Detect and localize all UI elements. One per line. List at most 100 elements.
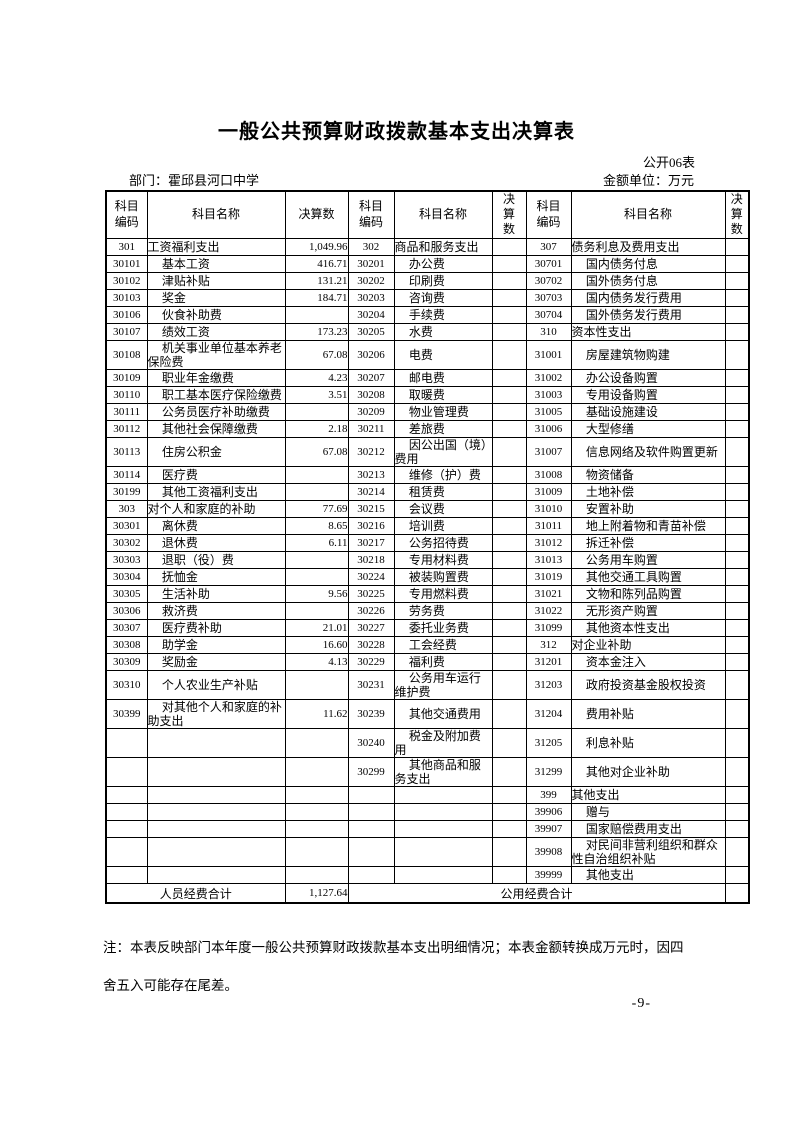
subject-code-cell: 31009: [525, 482, 572, 501]
table-row: 39906 赠与: [105, 802, 750, 821]
subject-code-cell: 31021: [525, 584, 572, 603]
amount-cell: [724, 819, 750, 838]
subject-name-cell: 抚恤金: [146, 567, 286, 586]
subject-name-cell: 奖励金: [146, 652, 286, 671]
subject-name-cell: [146, 785, 286, 804]
amount-cell: 21.01: [284, 618, 349, 637]
subject-name-cell: 取暖费: [393, 385, 493, 404]
subject-code-cell: [105, 866, 148, 885]
subject-name-cell: 培训费: [393, 516, 493, 535]
table-row: 30106 伙食补助费 30204 手续费 30704 国外债务发行费用: [105, 305, 750, 324]
subject-name-cell: 对个人和家庭的补助: [146, 499, 286, 518]
subject-code-cell: [347, 866, 395, 885]
subject-name-cell: 国内债务发行费用: [570, 288, 726, 307]
table-row: 39908 对民间非营利组织和群众性自治组织补贴: [105, 836, 750, 868]
subject-name-cell: 机关事业单位基本养老保险费: [146, 339, 286, 370]
subject-code-cell: 30701: [525, 254, 572, 273]
subject-code-cell: 31019: [525, 567, 572, 586]
subject-name-cell: 其他商品和服务支出: [393, 756, 493, 787]
subject-code-cell: 30102: [105, 271, 148, 290]
subject-code-cell: 30239: [347, 698, 395, 729]
amount-cell: 9.56: [284, 584, 349, 603]
subject-name-cell: 会议费: [393, 499, 493, 518]
subject-code-cell: 31022: [525, 601, 572, 620]
table-row: 30114 医疗费 30213 维修（护）费 31008 物资储备: [105, 465, 750, 484]
subject-name-cell: [393, 802, 493, 821]
table-row: 30112 其他社会保障缴费 2.18 30211 差旅费 31006 大型修缮: [105, 419, 750, 438]
subject-name-cell: 其他交通费用: [393, 698, 493, 729]
subject-code-cell: 30209: [347, 402, 395, 421]
subject-name-cell: 其他支出: [570, 785, 726, 804]
table-row: 30301 离休费 8.65 30216 培训费 31011 地上附着物和青苗补偿: [105, 516, 750, 535]
subject-code-cell: 31006: [525, 419, 572, 438]
subject-code-cell: [347, 785, 395, 804]
subject-code-cell: 30103: [105, 288, 148, 307]
subject-code-cell: 30302: [105, 533, 148, 552]
subject-code-cell: 30307: [105, 618, 148, 637]
amount-cell: [491, 499, 527, 518]
header-subject-name-2: 科目名称: [393, 190, 493, 239]
subject-name-cell: 劳务费: [393, 601, 493, 620]
amount-cell: 1,049.96: [284, 237, 349, 256]
note-line-2: 舍五入可能存在尾差。: [103, 978, 238, 993]
subject-code-cell: 30399: [105, 698, 148, 729]
subject-name-cell: [146, 836, 286, 868]
header-subject-code-1: 科目编码: [105, 190, 148, 239]
amount-cell: [284, 785, 349, 804]
subject-code-cell: [105, 802, 148, 821]
amount-cell: [491, 698, 527, 729]
public-total-label: 公用经费合计: [347, 883, 726, 904]
amount-cell: [724, 756, 750, 787]
table-row: 30110 职工基本医疗保险缴费 3.51 30208 取暖费 31003 专用设备购置: [105, 385, 750, 404]
subject-name-cell: 办公设备购置: [570, 368, 726, 387]
subject-code-cell: 30299: [347, 756, 395, 787]
amount-cell: 4.23: [284, 368, 349, 387]
header-subject-code-3: 科目编码: [525, 190, 572, 239]
subject-code-cell: 31003: [525, 385, 572, 404]
subject-code-cell: 30224: [347, 567, 395, 586]
amount-cell: [284, 567, 349, 586]
subject-name-cell: 个人农业生产补贴: [146, 669, 286, 700]
subject-name-cell: 专用设备购置: [570, 385, 726, 404]
header-final-amount-1: 决算数: [284, 190, 349, 239]
amount-cell: 173.23: [284, 322, 349, 341]
subject-code-cell: 30240: [347, 727, 395, 758]
subject-code-cell: 39907: [525, 819, 572, 838]
table-row: 30111 公务员医疗补助缴费 30209 物业管理费 31005 基础设施建设: [105, 402, 750, 421]
subject-code-cell: 30112: [105, 419, 148, 438]
amount-cell: [491, 756, 527, 787]
subject-name-cell: 其他社会保障缴费: [146, 419, 286, 438]
amount-cell: [284, 465, 349, 484]
subject-code-cell: 30106: [105, 305, 148, 324]
subject-name-cell: [146, 727, 286, 758]
amount-cell: 416.71: [284, 254, 349, 273]
subject-code-cell: 30228: [347, 635, 395, 654]
table-row: 303 对个人和家庭的补助 77.69 30215 会议费 31010 安置补助: [105, 499, 750, 518]
amount-cell: [724, 698, 750, 729]
department-label: 部门：霍邱县河口中学: [129, 173, 260, 188]
amount-cell: [491, 419, 527, 438]
amount-cell: 77.69: [284, 499, 349, 518]
subject-code-cell: 302: [347, 237, 395, 256]
amount-cell: [491, 368, 527, 387]
subject-code-cell: 30215: [347, 499, 395, 518]
table-body: 301 工资福利支出 1,049.96 302 商品和服务支出 307 债务利息及费用支出 3…: [105, 237, 750, 885]
subject-name-cell: 职工基本医疗保险缴费: [146, 385, 286, 404]
subject-name-cell: 政府投资基金股权投资: [570, 669, 726, 700]
table-row: 30113 住房公积金 67.08 30212 因公出国（境）费用 31007 信息网络及软…: [105, 436, 750, 467]
amount-cell: [284, 550, 349, 569]
subject-name-cell: 土地补偿: [570, 482, 726, 501]
subject-code-cell: 30207: [347, 368, 395, 387]
amount-cell: [724, 499, 750, 518]
subject-name-cell: [146, 756, 286, 787]
amount-cell: [284, 866, 349, 885]
table-row: 30302 退休费 6.11 30217 公务招待费 31012 拆迁补偿: [105, 533, 750, 552]
amount-cell: [724, 465, 750, 484]
table-row: 30304 抚恤金 30224 被装购置费 31019 其他交通工具购置: [105, 567, 750, 586]
header-final-amount-3: 决算数: [724, 190, 750, 239]
subject-name-cell: 医疗费: [146, 465, 286, 484]
amount-cell: [491, 516, 527, 535]
subject-name-cell: 租赁费: [393, 482, 493, 501]
subject-code-cell: 30229: [347, 652, 395, 671]
subject-name-cell: 税金及附加费用: [393, 727, 493, 758]
